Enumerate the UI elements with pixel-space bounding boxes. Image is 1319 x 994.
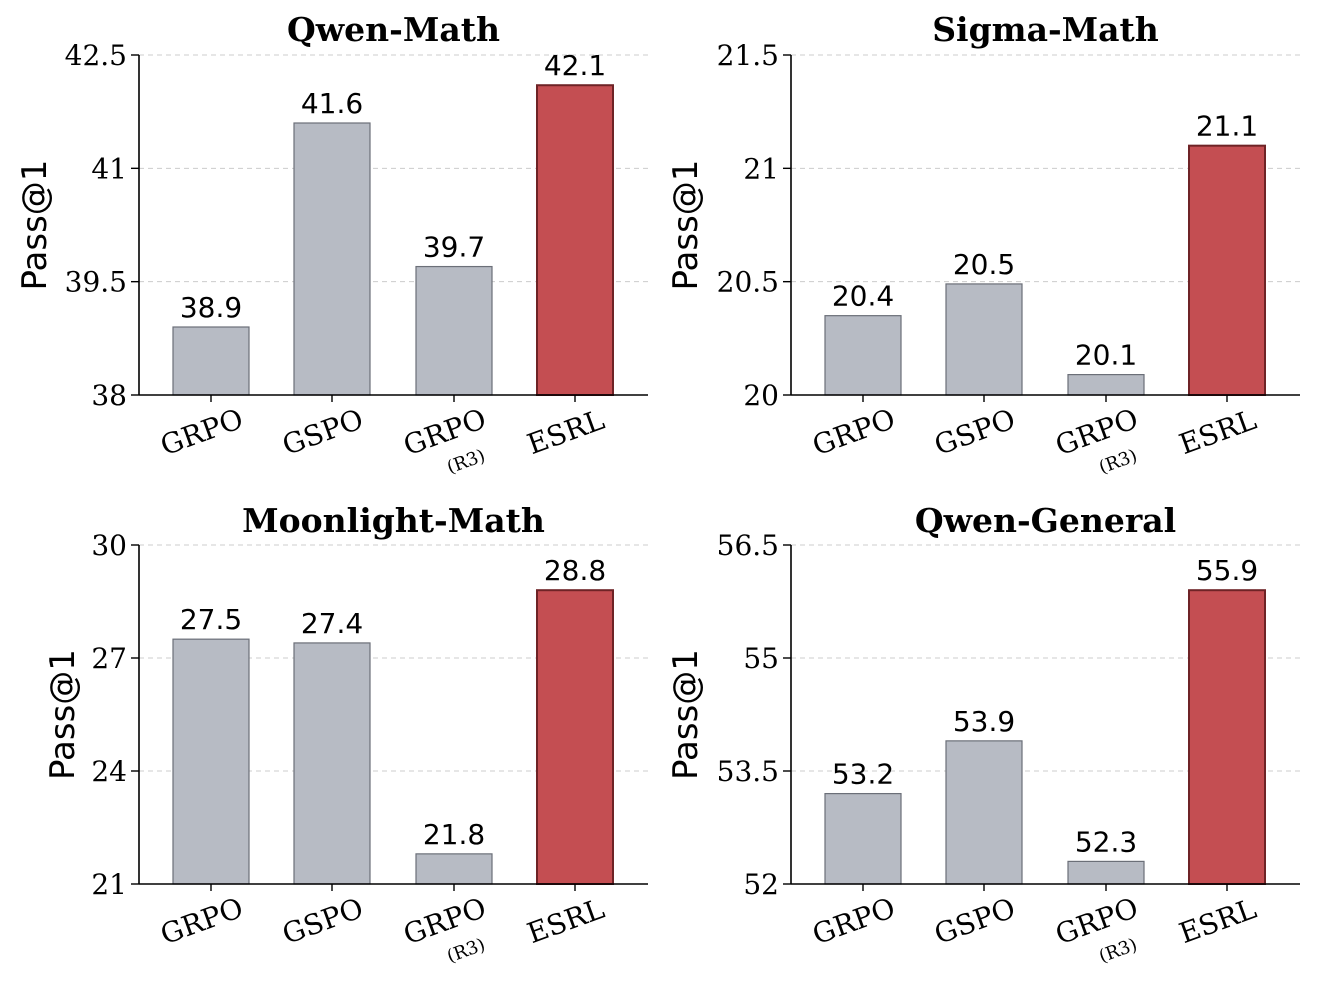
x-tick-sublabel: (R3)	[1096, 934, 1140, 967]
x-tick-label: ESRL	[1175, 892, 1261, 950]
y-tick-label: 21.5	[717, 39, 779, 72]
y-axis-label: Pass@1	[666, 160, 706, 291]
y-tick-label: 39.5	[65, 266, 127, 299]
bar-value-label: 27.4	[301, 607, 363, 640]
y-tick-label: 56.5	[717, 529, 779, 562]
x-tick-label: ESRL	[523, 892, 609, 950]
bar-esrl	[1188, 144, 1266, 396]
x-tick-label: GRPO	[808, 891, 899, 951]
bar-grpo	[824, 315, 902, 396]
x-tick-label: GSPO	[930, 402, 1020, 462]
x-tick-label: GRPO	[156, 402, 247, 462]
y-axis-label: Pass@1	[15, 160, 55, 291]
bar-value-label: 55.9	[1196, 554, 1258, 587]
y-tick-label: 24	[91, 755, 127, 788]
chart-title: Qwen-General	[915, 501, 1176, 540]
bar-value-label: 28.8	[544, 554, 606, 587]
x-tick-label: GSPO	[278, 891, 368, 951]
bar-value-label: 27.5	[180, 603, 242, 636]
x-tick-sublabel: (R3)	[444, 934, 488, 967]
y-tick-label: 42.5	[65, 39, 127, 72]
bar-value-label: 38.9	[180, 291, 242, 324]
bar-value-label: 39.7	[423, 231, 485, 264]
bar-esrl	[536, 589, 614, 885]
chart-title: Qwen-Math	[287, 10, 500, 49]
bar-value-label: 53.9	[953, 705, 1015, 738]
bar-grpo	[172, 638, 250, 885]
bar-esrl	[536, 84, 614, 396]
x-tick-sublabel: (R3)	[444, 445, 488, 478]
chart-title: Sigma-Math	[932, 10, 1159, 49]
chart-title: Moonlight-Math	[242, 501, 545, 540]
bar-value-label: 20.4	[832, 280, 894, 313]
y-tick-label: 21	[743, 152, 779, 185]
bar-value-label: 42.1	[544, 49, 606, 82]
x-tick-label: ESRL	[1175, 403, 1261, 461]
x-tick-label: ESRL	[523, 403, 609, 461]
bar-value-label: 21.8	[423, 818, 485, 851]
bar-gspo	[293, 642, 371, 885]
y-tick-label: 53.5	[717, 755, 779, 788]
y-tick-label: 27	[91, 642, 127, 675]
bar-value-label: 52.3	[1075, 825, 1137, 858]
bar-grpo	[172, 326, 250, 396]
y-tick-label: 41	[91, 152, 127, 185]
bar-grpo-r3	[415, 853, 493, 885]
bar-value-label: 53.2	[832, 758, 894, 791]
x-tick-label: GRPO	[156, 891, 247, 951]
bar-grpo	[824, 792, 902, 885]
chart-panel-1: 3839.54142.538.9GRPO41.6GSPO39.7GRPO(R3)…	[15, 10, 648, 478]
y-tick-label: 55	[743, 642, 779, 675]
x-tick-sublabel: (R3)	[1096, 445, 1140, 478]
y-tick-label: 20.5	[717, 266, 779, 299]
y-tick-label: 38	[91, 379, 127, 412]
y-tick-label: 21	[91, 868, 127, 901]
bar-gspo	[945, 740, 1023, 885]
x-tick-label: GSPO	[930, 891, 1020, 951]
chart-panel-2: 2020.52121.520.4GRPO20.5GSPO20.1GRPO(R3)…	[666, 10, 1300, 478]
y-tick-label: 30	[91, 529, 127, 562]
bar-value-label: 20.1	[1075, 339, 1137, 372]
bar-value-label: 41.6	[301, 87, 363, 120]
bar-gspo	[945, 283, 1023, 396]
bar-grpo-r3	[1067, 860, 1145, 885]
bar-gspo	[293, 122, 371, 396]
bar-value-label: 21.1	[1196, 110, 1258, 143]
bar-esrl	[1188, 589, 1266, 885]
bar-grpo-r3	[415, 265, 493, 396]
bar-grpo-r3	[1067, 374, 1145, 396]
x-tick-label: GSPO	[278, 402, 368, 462]
chart-panel-3: 2124273027.5GRPO27.4GSPO21.8GRPO(R3)28.8…	[43, 501, 648, 967]
y-tick-label: 20	[743, 379, 779, 412]
chart-panel-4: 5253.55556.553.2GRPO53.9GSPO52.3GRPO(R3)…	[666, 501, 1300, 967]
y-axis-label: Pass@1	[43, 649, 83, 780]
x-tick-label: GRPO	[808, 402, 899, 462]
y-axis-label: Pass@1	[666, 649, 706, 780]
y-tick-label: 52	[743, 868, 779, 901]
bar-value-label: 20.5	[953, 248, 1015, 281]
